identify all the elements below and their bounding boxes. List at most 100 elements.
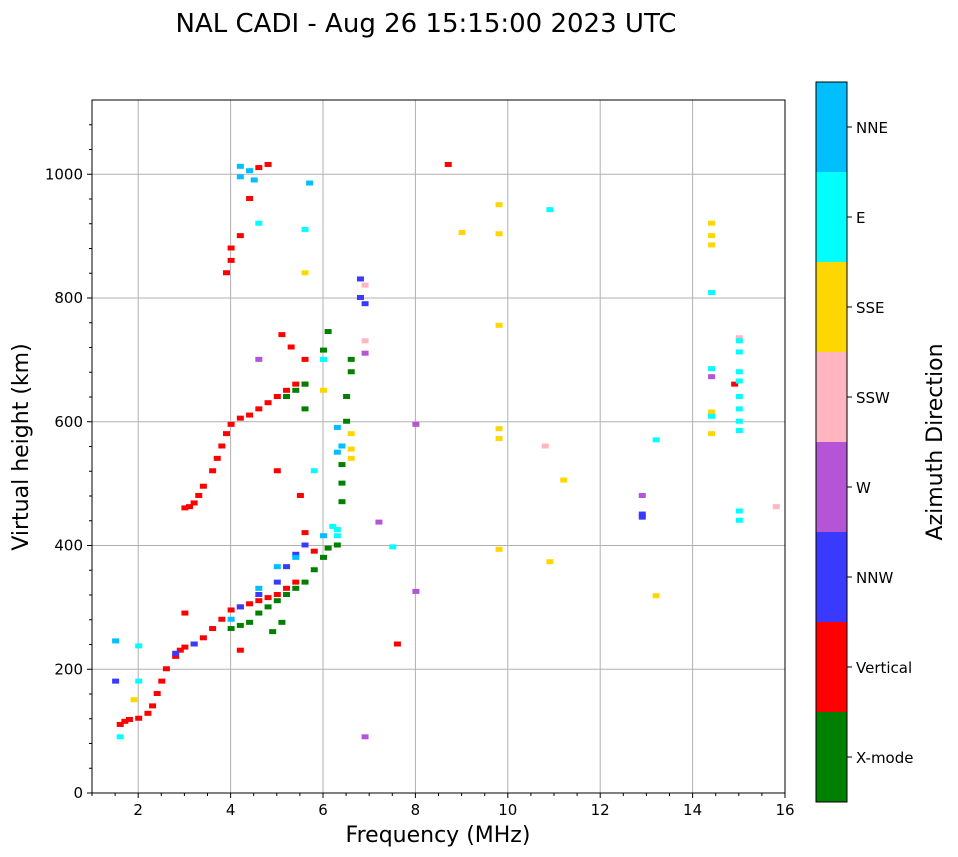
data-point-e — [735, 338, 743, 344]
data-point-x-mode — [324, 545, 332, 551]
data-point-vertical — [310, 548, 318, 554]
data-point-w — [375, 519, 383, 525]
data-point-e — [735, 369, 743, 375]
data-point-vertical — [199, 483, 207, 489]
data-point-vertical — [264, 400, 272, 406]
data-point-vertical — [264, 595, 272, 601]
colorbar-label-w: W — [856, 479, 871, 497]
data-point-vertical — [292, 381, 300, 387]
x-gridlines — [137, 100, 786, 793]
data-point-nne — [333, 449, 341, 455]
colorbar-label-nnw: NNW — [856, 569, 893, 587]
data-point-sse — [495, 546, 503, 552]
data-point-x-mode — [310, 567, 318, 573]
data-point-e — [255, 220, 263, 226]
data-point-e — [116, 734, 124, 740]
data-point-vertical — [190, 500, 198, 506]
data-point-x-mode — [324, 329, 332, 335]
data-point-x-mode — [347, 369, 355, 375]
data-point-sse — [347, 446, 355, 452]
colorbar-segment — [816, 172, 847, 262]
data-point-sse — [495, 231, 503, 237]
colorbar-segment — [816, 532, 847, 622]
data-point-x-mode — [283, 592, 291, 597]
data-point-e — [708, 366, 716, 372]
data-point-e — [546, 207, 554, 213]
data-point-vertical — [296, 493, 304, 498]
data-point-e — [333, 533, 341, 539]
data-point-vertical — [162, 666, 170, 672]
data-point-vertical — [149, 703, 157, 709]
colorbar-segment — [816, 262, 847, 352]
data-point-vertical — [278, 332, 286, 338]
data-point-x-mode — [333, 542, 341, 548]
data-point-vertical — [301, 530, 309, 536]
data-point-sse — [458, 230, 466, 236]
data-point-w — [412, 588, 420, 594]
data-marks — [112, 161, 780, 740]
data-point-x-mode — [338, 462, 346, 468]
data-point-w — [361, 734, 369, 740]
data-point-vertical — [255, 165, 263, 171]
data-point-vertical — [199, 635, 207, 641]
data-point-nne — [333, 424, 341, 430]
data-point-vertical — [218, 443, 226, 449]
data-point-nne — [320, 533, 327, 539]
data-point-sse — [130, 697, 138, 703]
data-point-x-mode — [292, 585, 300, 591]
data-point-nne — [236, 163, 244, 169]
data-point-e — [135, 643, 143, 649]
data-point-vertical — [181, 610, 189, 616]
data-point-nnw — [356, 276, 364, 282]
data-point-x-mode — [283, 394, 291, 399]
data-point-e — [329, 523, 337, 529]
colorbar-segment — [816, 622, 847, 712]
data-point-nnw — [273, 579, 281, 585]
data-point-e — [735, 406, 743, 412]
data-point-sse — [708, 220, 716, 226]
data-point-vertical — [393, 641, 401, 647]
data-point-e — [708, 413, 716, 419]
x-tick-label: 6 — [318, 801, 328, 819]
data-point-sse — [560, 477, 568, 483]
data-point-x-mode — [292, 387, 300, 393]
data-point-x-mode — [273, 598, 281, 604]
data-point-vertical — [176, 647, 184, 653]
data-point-sse — [495, 322, 503, 328]
data-point-nnw — [172, 650, 180, 656]
colorbar-segment — [816, 82, 847, 172]
data-point-vertical — [227, 245, 235, 251]
data-point-e — [301, 226, 309, 232]
data-point-e — [310, 468, 318, 474]
data-point-vertical — [255, 406, 263, 412]
data-point-vertical — [213, 455, 221, 461]
data-point-vertical — [158, 678, 166, 684]
data-point-vertical — [135, 715, 143, 721]
data-point-x-mode — [236, 622, 244, 628]
data-point-vertical — [181, 644, 189, 650]
data-point-sse — [546, 559, 554, 565]
data-point-e — [652, 437, 660, 443]
data-point-sse — [708, 409, 716, 415]
data-point-nnw — [356, 295, 364, 300]
data-point-vertical — [236, 415, 244, 421]
chart-title: NAL CADI - Aug 26 15:15:00 2023 UTC — [176, 9, 677, 39]
data-point-nne — [273, 564, 281, 570]
data-point-vertical — [246, 412, 254, 418]
data-point-nnw — [292, 551, 300, 557]
colorbar-frame — [815, 81, 848, 803]
data-point-vertical — [116, 721, 124, 727]
data-point-sse — [708, 233, 716, 239]
data-point-e — [708, 290, 716, 296]
data-point-vertical — [236, 233, 244, 239]
data-point-w — [638, 493, 646, 498]
x-tick-label: 8 — [411, 801, 421, 819]
data-point-nne — [255, 585, 263, 591]
y-tick-label: 800 — [54, 289, 83, 307]
data-point-e — [735, 508, 743, 514]
data-point-vertical — [731, 381, 739, 387]
data-point-x-mode — [320, 347, 327, 353]
data-point-vertical — [246, 601, 254, 607]
data-point-nnw — [638, 511, 646, 517]
data-point-nne — [246, 168, 254, 174]
